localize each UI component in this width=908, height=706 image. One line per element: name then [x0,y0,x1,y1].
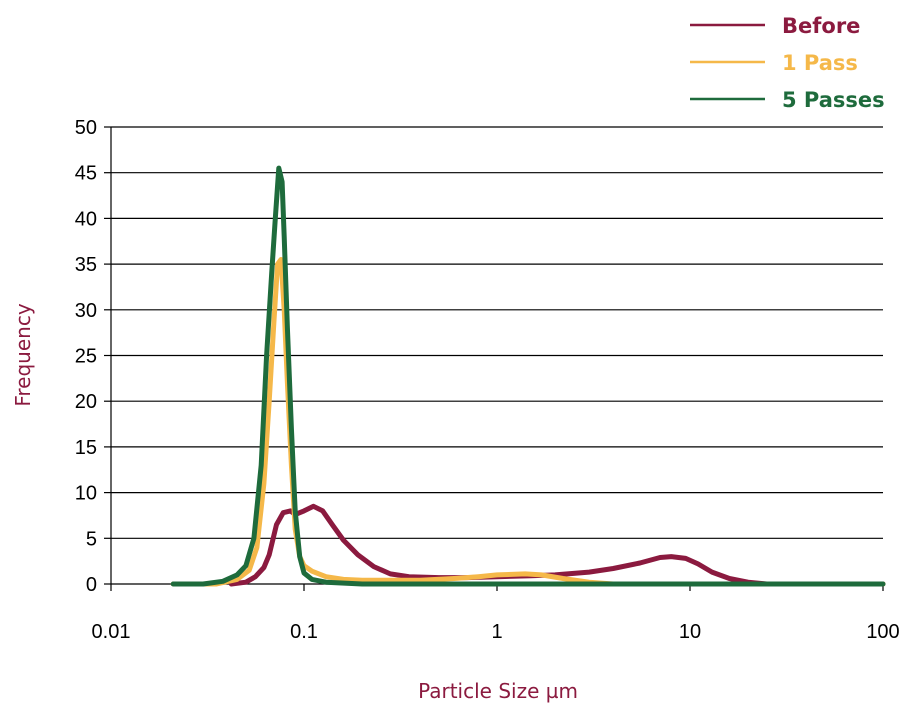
x-tick-label: 10 [679,621,701,643]
x-tick-label: 0.1 [290,621,318,643]
y-tick-label: 15 [75,437,97,459]
y-tick-label: 20 [75,391,97,413]
legend: Before 1 Pass 5 Passes [690,14,885,112]
legend-label: 1 Pass [782,51,858,75]
x-tick-label: 1 [491,621,502,643]
legend-item-before: Before [690,14,860,38]
y-tick-label: 10 [75,483,97,505]
x-axis-title: Particle Size µm [418,679,578,703]
series-line-before [228,503,886,587]
y-tick-label: 0 [86,574,97,596]
y-tick-label: 45 [75,163,97,185]
legend-item-5-passes: 5 Passes [690,88,885,112]
axes [104,126,884,591]
legend-label: Before [782,14,860,38]
y-tick-label: 25 [75,346,97,368]
x-tick-label: 0.01 [92,621,131,643]
y-tick-label: 30 [75,300,97,322]
grid-lines [111,126,883,585]
legend-item-1-pass: 1 Pass [690,51,858,75]
y-axis-title: Frequency [11,303,35,406]
series-line-5-passes [170,165,886,587]
y-tick-label: 5 [86,528,97,550]
series-line-1-pass [170,257,886,587]
y-tick-label: 50 [75,117,97,139]
y-tick-labels: 0 5 10 15 20 25 30 35 40 45 50 [75,117,97,596]
y-tick-label: 35 [75,254,97,276]
x-tick-labels: 0.01 0.1 1 10 100 [92,621,900,643]
y-tick-label: 40 [75,208,97,230]
x-tick-label: 100 [866,621,899,643]
series-lines [170,165,886,587]
legend-label: 5 Passes [782,88,885,112]
